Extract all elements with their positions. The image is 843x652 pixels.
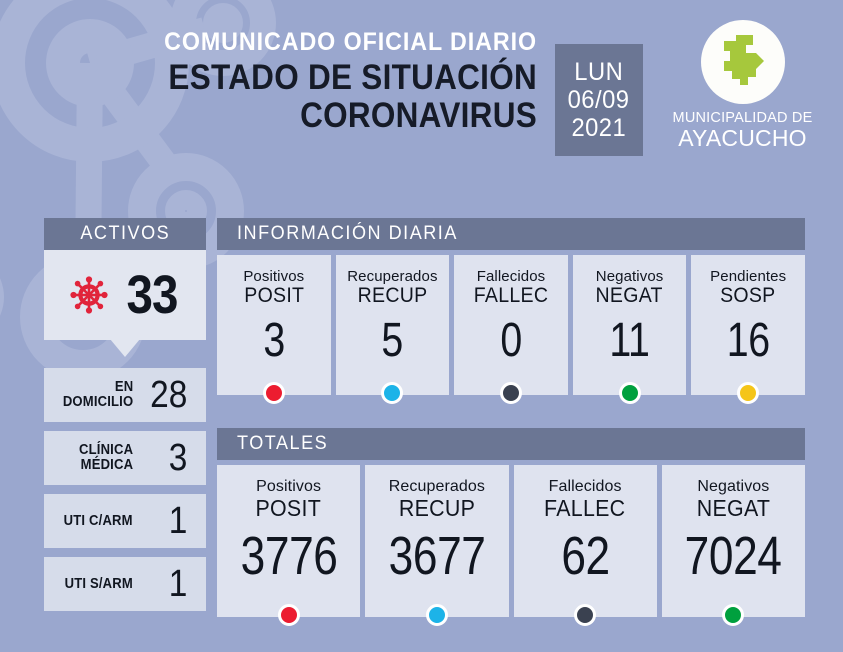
totals-header-bar: TOTALES [217, 428, 805, 460]
activos-header-bar: ACTIVOS [44, 218, 206, 250]
activos-row-label: UTI S/ARM [64, 575, 133, 592]
logo-line1: MUNICIPALIDAD DE [672, 110, 813, 126]
card-abbr: FALLEC [473, 284, 549, 307]
activos-row-uti-sin-arm: UTI S/ARM 1 [44, 557, 206, 611]
date-year: 2021 [571, 114, 627, 143]
daily-card-recuperados: Recuperados RECUP 5 [335, 255, 450, 404]
card-abbr: FALLEC [544, 495, 626, 521]
totals-cards: Positivos POSIT 3776 Recuperados RECUP 3… [217, 465, 805, 626]
card-value: 5 [381, 314, 404, 368]
totals-header-label: TOTALES [237, 433, 329, 454]
card-name: Positivos [256, 478, 322, 495]
card-abbr: POSIT [255, 495, 322, 521]
card-name: Positivos [243, 268, 305, 285]
activos-row-value: 1 [168, 500, 188, 542]
activos-pointer-triangle [110, 339, 140, 357]
activos-row-clinica-medica: CLÍNICA MÉDICA 3 [44, 431, 206, 485]
card-value: 3677 [388, 526, 486, 587]
card-abbr: NEGAT [696, 495, 771, 521]
card-value: 11 [609, 314, 650, 368]
kicker-text: COMUNICADO OFICIAL DIARIO [164, 28, 538, 56]
status-dot-recuperados [381, 382, 404, 404]
card-abbr: NEGAT [595, 284, 664, 307]
activos-header-label: ACTIVOS [80, 223, 170, 244]
municipality-logo: MUNICIPALIDAD DE AYACUCHO [655, 20, 830, 150]
date-daymonth: 06/09 [568, 85, 630, 114]
card-name: Negativos [595, 268, 664, 285]
card-abbr: RECUP [357, 284, 428, 307]
card-value: 3776 [240, 526, 338, 587]
activos-row-value: 1 [168, 563, 188, 605]
logo-circle [700, 20, 785, 104]
poster-header: COMUNICADO OFICIAL DIARIO ESTADO DE SITU… [0, 0, 843, 196]
date-badge: LUN 06/09 2021 [555, 44, 643, 156]
card-value: 16 [726, 314, 770, 368]
card-abbr: POSIT [243, 284, 304, 307]
card-name: Recuperados [388, 478, 486, 495]
daily-card-positivos: Positivos POSIT 3 [217, 255, 331, 404]
card-name: Fallecidos [476, 268, 546, 285]
totals-card-negativos: Negativos NEGAT 7024 [661, 465, 805, 626]
card-abbr: RECUP [398, 495, 476, 521]
daily-card-pendientes: Pendientes SOSP 16 [691, 255, 805, 404]
card-value: 0 [500, 314, 522, 368]
status-dot-negativos [618, 382, 641, 404]
totals-card-recuperados: Recuperados RECUP 3677 [365, 465, 509, 626]
activos-row-value: 3 [168, 437, 188, 479]
daily-header-label: INFORMACIÓN DIARIA [237, 223, 458, 244]
coronavirus-icon [70, 276, 108, 314]
status-dot-fallecidos [499, 382, 522, 404]
card-name: Negativos [697, 478, 770, 495]
daily-card-fallecidos: Fallecidos FALLEC 0 [454, 255, 568, 404]
totals-card-positivos: Positivos POSIT 3776 [217, 465, 361, 626]
daily-cards: Positivos POSIT 3 Recuperados RECUP 5 Fa… [217, 255, 805, 404]
status-dot-negativos [722, 604, 745, 626]
activos-row-label: CLÍNICA MÉDICA [78, 442, 133, 473]
card-name: Pendientes [710, 268, 787, 285]
title-block: COMUNICADO OFICIAL DIARIO ESTADO DE SITU… [0, 30, 545, 135]
card-value: 62 [560, 526, 610, 587]
activos-row-value: 28 [150, 374, 188, 416]
status-dot-recuperados [425, 604, 448, 626]
page-title-line1: ESTADO DE SITUACIÓN [168, 58, 537, 97]
daily-card-negativos: Negativos NEGAT 11 [572, 255, 687, 404]
page-title-line2: CORONAVIRUS [300, 95, 537, 135]
activos-panel: ACTIVOS [44, 218, 206, 611]
activos-row-uti-con-arm: UTI C/ARM 1 [44, 494, 206, 548]
status-dot-pendientes [737, 382, 760, 404]
ayacucho-map-logo-icon [723, 35, 764, 85]
activos-row-label: EN DOMICILIO [62, 379, 133, 410]
activos-total-value: 33 [126, 265, 178, 325]
status-dot-positivos [262, 382, 285, 404]
status-dot-positivos [277, 604, 300, 626]
card-value: 3 [263, 314, 285, 368]
card-name: Fallecidos [548, 478, 622, 495]
activos-row-domicilio: EN DOMICILIO 28 [44, 368, 206, 422]
date-weekday: LUN [574, 57, 624, 86]
daily-header-bar: INFORMACIÓN DIARIA [217, 218, 805, 250]
card-abbr: SOSP [720, 284, 776, 307]
totals-card-fallecidos: Fallecidos FALLEC 62 [513, 465, 657, 626]
activos-row-label: UTI C/ARM [63, 512, 133, 529]
card-value: 7024 [684, 526, 782, 587]
status-dot-fallecidos [574, 604, 597, 626]
logo-line2: AYACUCHO [678, 124, 807, 151]
activos-total-card: 33 [44, 250, 206, 357]
daily-info-section: INFORMACIÓN DIARIA Positivos POSIT 3 Rec… [217, 218, 805, 404]
card-name: Recuperados [347, 268, 438, 285]
totals-section: TOTALES Positivos POSIT 3776 Recuperados… [217, 428, 805, 626]
